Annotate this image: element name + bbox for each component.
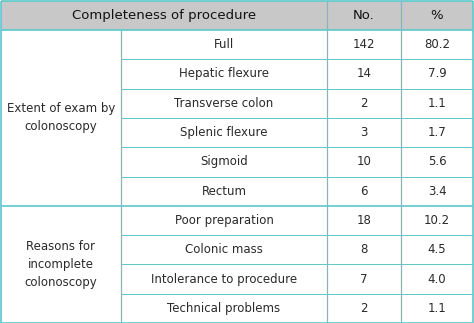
Text: Full: Full <box>214 38 234 51</box>
Text: 7.9: 7.9 <box>428 68 447 80</box>
Text: Extent of exam by
colonoscopy: Extent of exam by colonoscopy <box>7 102 115 133</box>
Text: Colonic mass: Colonic mass <box>185 243 263 256</box>
Text: 80.2: 80.2 <box>424 38 450 51</box>
Text: 4.0: 4.0 <box>428 273 447 286</box>
Text: 6: 6 <box>360 185 368 198</box>
Text: 5.6: 5.6 <box>428 155 447 168</box>
Text: Reasons for
incomplete
colonoscopy: Reasons for incomplete colonoscopy <box>25 240 97 289</box>
Text: Splenic flexure: Splenic flexure <box>180 126 268 139</box>
Text: No.: No. <box>353 9 375 22</box>
Text: 14: 14 <box>356 68 372 80</box>
Text: 1.1: 1.1 <box>428 97 447 110</box>
Text: Technical problems: Technical problems <box>167 302 281 315</box>
Text: 18: 18 <box>356 214 372 227</box>
Text: 142: 142 <box>353 38 375 51</box>
Text: 3: 3 <box>360 126 368 139</box>
Text: %: % <box>431 9 443 22</box>
Text: 10: 10 <box>356 155 372 168</box>
Text: 1.7: 1.7 <box>428 126 447 139</box>
Text: 4.5: 4.5 <box>428 243 447 256</box>
Text: Rectum: Rectum <box>201 185 246 198</box>
Text: Transverse colon: Transverse colon <box>174 97 273 110</box>
Text: 2: 2 <box>360 302 368 315</box>
Text: 8: 8 <box>360 243 368 256</box>
Text: Intolerance to procedure: Intolerance to procedure <box>151 273 297 286</box>
Text: Sigmoid: Sigmoid <box>200 155 248 168</box>
Text: 3.4: 3.4 <box>428 185 447 198</box>
Text: Hepatic flexure: Hepatic flexure <box>179 68 269 80</box>
Text: 2: 2 <box>360 97 368 110</box>
Text: 7: 7 <box>360 273 368 286</box>
Text: Poor preparation: Poor preparation <box>174 214 273 227</box>
Text: 10.2: 10.2 <box>424 214 450 227</box>
Bar <box>1 1 473 30</box>
Text: Completeness of procedure: Completeness of procedure <box>72 9 256 22</box>
Text: 1.1: 1.1 <box>428 302 447 315</box>
